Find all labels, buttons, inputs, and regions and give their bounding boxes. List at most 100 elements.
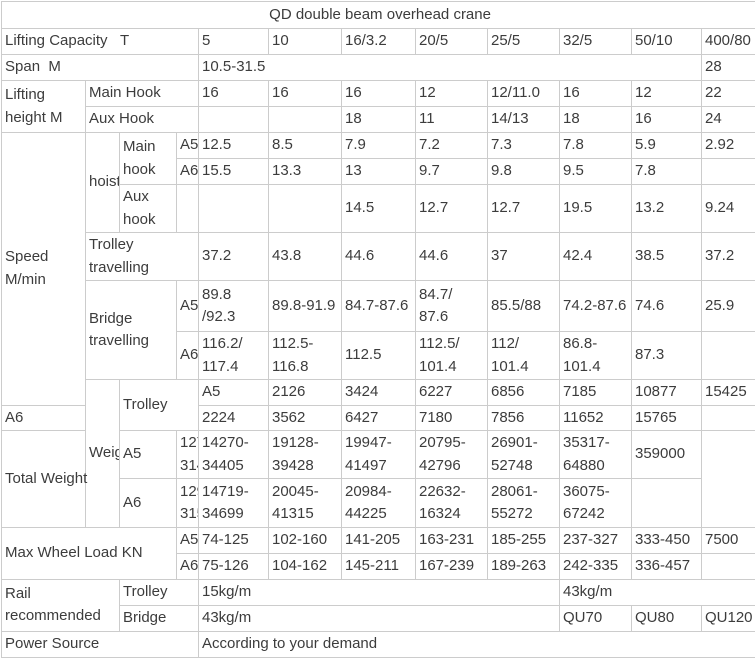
value-cell: 75-126 [199,554,269,580]
row-label-lifting-capacity: Lifting Capacity T [2,29,199,55]
value-cell: 7.9 [342,133,416,159]
value-cell: 333-450 [632,528,702,554]
value-cell: 14/13 [488,107,560,133]
value-cell: 87.3 [632,332,702,380]
value-cell: 43kg/m [560,579,755,605]
value-cell: 44.6 [342,233,416,281]
row-label-hoist-main-hook: Main hook [120,133,177,185]
value-cell: 6227 [416,380,488,406]
value-cell: 14719- 34699 [199,479,269,528]
value-cell: 12.5 [199,133,269,159]
grade-label: A6 [177,554,199,580]
value-cell: 26901- 52748 [488,431,560,479]
value-cell: 10 [269,29,342,55]
value-cell: 15kg/m [199,579,560,605]
value-cell [269,107,342,133]
value-cell: 112.5 [342,332,416,380]
row-label-span: Span M [2,55,199,81]
row-label-hoist: hoist [86,133,120,233]
value-cell: 10.5-31.5 [199,55,702,81]
row-label-max-wheel-load: Max Wheel Load KN [2,528,177,580]
value-cell: 37.2 [702,233,755,281]
value-cell: 112.5/ 101.4 [416,332,488,380]
value-cell: QU120 [702,605,755,631]
value-cell: 242-335 [560,554,632,580]
grade-label: A6 [120,479,177,528]
value-cell [632,479,702,528]
value-cell: 20045- 41315 [269,479,342,528]
value-cell [269,185,342,233]
value-cell: 43.8 [269,233,342,281]
value-cell: 112/ 101.4 [488,332,560,380]
value-cell: 145-211 [342,554,416,580]
value-cell: 16 [269,81,342,107]
value-cell: 50/10 [632,29,702,55]
value-cell [702,159,755,185]
row-label-aux-hook: Aux Hook [86,107,199,133]
value-cell: According to your demand [199,631,755,657]
value-cell: 44.6 [416,233,488,281]
grade-label: A6 [177,332,199,380]
value-cell [702,405,755,431]
value-cell: 3424 [342,380,416,406]
value-cell: 28061- 55272 [488,479,560,528]
value-cell: 25.9 [702,281,755,332]
value-cell: 22632- 16324 [416,479,488,528]
value-cell: 12.7 [416,185,488,233]
value-cell: 12.7 [488,185,560,233]
row-label-bridge-travelling: Bridge travelling [86,281,177,380]
value-cell: 7.8 [560,133,632,159]
grade-label: A6 [177,159,199,185]
value-cell: 104-162 [269,554,342,580]
value-cell: 18 [342,107,416,133]
value-cell: 16 [632,107,702,133]
value-cell: 38.5 [632,233,702,281]
value-cell: QU80 [632,605,702,631]
value-cell: 37.2 [199,233,269,281]
value-cell: 12 [416,81,488,107]
value-cell: 74.6 [632,281,702,332]
value-cell: 16 [560,81,632,107]
value-cell: QU70 [560,605,632,631]
row-label-rail-recommended: Rail recommended [2,579,120,631]
grade-label [177,185,199,233]
value-cell: 237-327 [560,528,632,554]
value-cell: 18 [560,107,632,133]
value-cell: 89.8-91.9 [269,281,342,332]
value-cell: 13.2 [632,185,702,233]
value-cell: 84.7/ 87.6 [416,281,488,332]
value-cell: 7500 [702,528,755,554]
value-cell: 163-231 [416,528,488,554]
row-label-weight-trolley: Trolley [120,380,199,431]
row-label-main-hook: Main Hook [86,81,199,107]
grade-label: A5 [177,281,199,332]
row-label-hoist-aux-hook: Aux hook [120,185,177,233]
grade-label: A5 [120,431,177,479]
value-cell: 19.5 [560,185,632,233]
value-cell: 9.5 [560,159,632,185]
grade-label: A6 [2,405,86,431]
value-cell: 5 [199,29,269,55]
value-cell: 189-263 [488,554,560,580]
value-cell: 15425 [702,380,755,406]
row-label-rail-trolley: Trolley [120,579,199,605]
value-cell: 13 [342,159,416,185]
value-cell: 7185 [560,380,632,406]
value-cell: 9.8 [488,159,560,185]
value-cell: 36075- 67242 [560,479,632,528]
value-cell: 141-205 [342,528,416,554]
value-cell: 185-255 [488,528,560,554]
value-cell: 32/5 [560,29,632,55]
value-cell: 15.5 [199,159,269,185]
value-cell: 7180 [416,405,488,431]
value-cell: 3562 [269,405,342,431]
value-cell: 7.8 [632,159,702,185]
value-cell [199,185,269,233]
value-cell: 16 [342,81,416,107]
value-cell: 400/80 [702,29,755,55]
grade-label: A5 [177,133,199,159]
row-label-power-source: Power Source [2,631,199,657]
value-cell: 336-457 [632,554,702,580]
value-cell: 84.7-87.6 [342,281,416,332]
value-cell: 20/5 [416,29,488,55]
